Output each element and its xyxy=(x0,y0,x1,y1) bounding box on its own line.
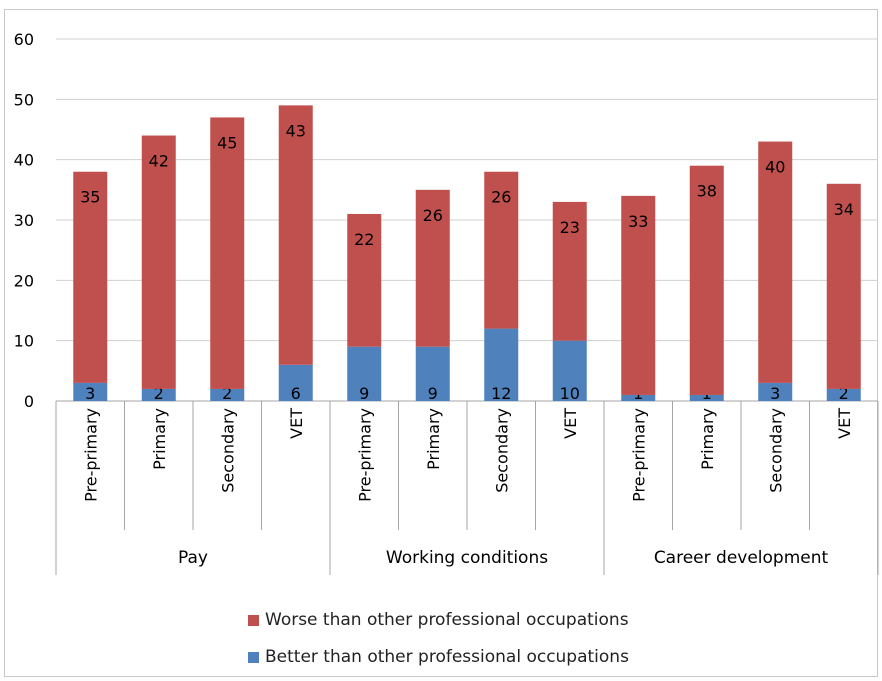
bar-segment-better xyxy=(73,382,108,401)
data-label-worse: 45 xyxy=(217,133,237,152)
bar-segment-worse xyxy=(278,105,313,365)
data-label-worse: 33 xyxy=(628,212,648,231)
y-tick-label: 40 xyxy=(14,151,34,170)
group-label: Pay xyxy=(178,548,208,568)
data-label-better: 12 xyxy=(491,384,511,403)
bar-segment-better xyxy=(347,346,382,401)
data-label-worse: 26 xyxy=(491,188,511,207)
data-label-worse: 43 xyxy=(286,121,306,140)
data-label-better: 2 xyxy=(222,384,232,403)
bar-segment-worse xyxy=(141,135,176,389)
data-label-better: 9 xyxy=(359,384,369,403)
data-label-worse: 40 xyxy=(765,158,785,177)
legend-item-worse: Worse than other professional occupation… xyxy=(248,609,808,631)
bar-segment-worse xyxy=(484,171,519,329)
legend-label-better: Better than other professional occupatio… xyxy=(265,647,629,667)
bar-segment-worse xyxy=(826,183,861,389)
legend-swatch-better xyxy=(248,651,259,663)
bar-segment-better xyxy=(552,340,587,401)
data-label-worse: 34 xyxy=(834,200,854,219)
data-label-worse: 26 xyxy=(423,206,443,225)
bar-segment-worse xyxy=(347,213,382,347)
data-label-better: 9 xyxy=(428,384,438,403)
y-tick-label: 30 xyxy=(14,211,34,230)
category-label: VET xyxy=(835,408,854,439)
category-label: VET xyxy=(561,408,580,439)
bar-segment-worse xyxy=(758,141,793,383)
bar-segment-better xyxy=(621,394,656,401)
bar-segment-worse xyxy=(73,171,108,383)
data-label-better: 10 xyxy=(560,384,580,403)
category-label: Secondary xyxy=(492,408,511,493)
category-label: Pre-primary xyxy=(355,408,374,502)
bar-segment-worse xyxy=(689,165,724,395)
data-label-better: 2 xyxy=(839,384,849,403)
bar-segment-worse xyxy=(552,201,587,341)
bars: 33524224564392292612261023133138340234 xyxy=(73,105,861,403)
data-label-better: 3 xyxy=(85,384,95,403)
bar-segment-better xyxy=(689,394,724,401)
gridlines xyxy=(56,38,878,402)
group-label: Career development xyxy=(654,548,829,568)
category-label: VET xyxy=(287,408,306,439)
y-tick-label: 60 xyxy=(14,30,34,49)
bar-segment-worse xyxy=(621,195,656,395)
data-label-better: 2 xyxy=(154,384,164,403)
category-label: Primary xyxy=(698,408,717,470)
legend-label-worse: Worse than other professional occupation… xyxy=(265,610,629,630)
category-label: Pre-primary xyxy=(81,408,100,502)
y-tick-label: 10 xyxy=(14,332,34,351)
data-label-worse: 35 xyxy=(80,188,100,207)
y-tick-label: 0 xyxy=(24,392,34,411)
group-label: Working conditions xyxy=(386,548,548,568)
category-label: Pre-primary xyxy=(629,408,648,502)
legend-swatch-worse xyxy=(248,614,259,626)
bar-segment-worse xyxy=(415,189,450,347)
category-label: Secondary xyxy=(766,408,785,493)
x-axis: Pre-primary Primary Secondary VET Pre-primar… xyxy=(55,401,879,575)
category-label: Primary xyxy=(150,408,169,470)
bar-segment-better xyxy=(826,388,861,401)
data-label-worse: 42 xyxy=(149,152,169,171)
y-tick-label: 50 xyxy=(14,90,34,109)
data-label-better: 6 xyxy=(291,384,301,403)
y-tick-label: 20 xyxy=(14,271,34,290)
bar-segment-better xyxy=(415,346,450,401)
bar-segment-better xyxy=(278,364,313,401)
data-label-worse: 38 xyxy=(697,182,717,201)
data-label-better: 3 xyxy=(770,384,780,403)
legend-item-better: Better than other professional occupatio… xyxy=(248,646,808,668)
bar-segment-better xyxy=(141,388,176,401)
bar-segment-better xyxy=(210,388,245,401)
category-label: Primary xyxy=(424,408,443,470)
bar-segment-better xyxy=(484,328,519,401)
category-label: Secondary xyxy=(218,408,237,493)
bar-segment-better xyxy=(758,382,793,401)
bar-segment-worse xyxy=(210,117,245,389)
data-label-worse: 23 xyxy=(560,218,580,237)
y-axis-tick-labels: 0 10 20 30 40 50 60 xyxy=(14,30,34,411)
data-label-worse: 22 xyxy=(354,230,374,249)
